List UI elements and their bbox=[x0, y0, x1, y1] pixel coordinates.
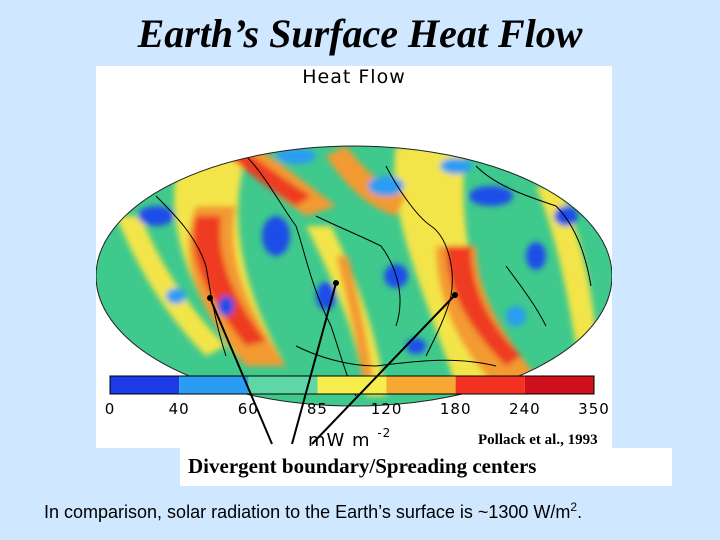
colorbar-tick-label: 85 bbox=[306, 400, 328, 418]
colorbar-tick-label: 240 bbox=[509, 400, 541, 418]
footnote: In comparison, solar radiation to the Ea… bbox=[44, 500, 583, 522]
colorbar-segment bbox=[179, 376, 249, 394]
slide-title: Earth’s Surface Heat Flow bbox=[137, 11, 583, 56]
colorbar-segment bbox=[110, 376, 180, 394]
map-title: Heat Flow bbox=[302, 66, 406, 88]
colorbar-segment bbox=[317, 376, 387, 394]
colorbar bbox=[109, 375, 595, 395]
colorbar-segment bbox=[386, 376, 456, 394]
colorbar-segment bbox=[248, 376, 318, 394]
colorbar-tick-label: 0 bbox=[104, 400, 116, 418]
callout-box: Divergent boundary/Spreading centers bbox=[180, 448, 672, 486]
map-ellipse bbox=[96, 146, 612, 406]
citation: Pollack et al., 1993 bbox=[478, 432, 598, 448]
colorbar-tick-label: 180 bbox=[439, 400, 472, 418]
colorbar-tick-label: 40 bbox=[168, 400, 190, 418]
colorbar-tick-label: 120 bbox=[370, 400, 403, 418]
colorbar-segment bbox=[524, 376, 594, 394]
heat-flow-map bbox=[96, 145, 612, 407]
colorbar-segment bbox=[455, 376, 525, 394]
colorbar-tick-label: 60 bbox=[237, 400, 259, 418]
callout-label: Divergent boundary/Spreading centers bbox=[188, 454, 537, 478]
colorbar-tick-label: 350 bbox=[578, 400, 610, 418]
heat-flow-figure: Heat Flow bbox=[96, 66, 612, 451]
